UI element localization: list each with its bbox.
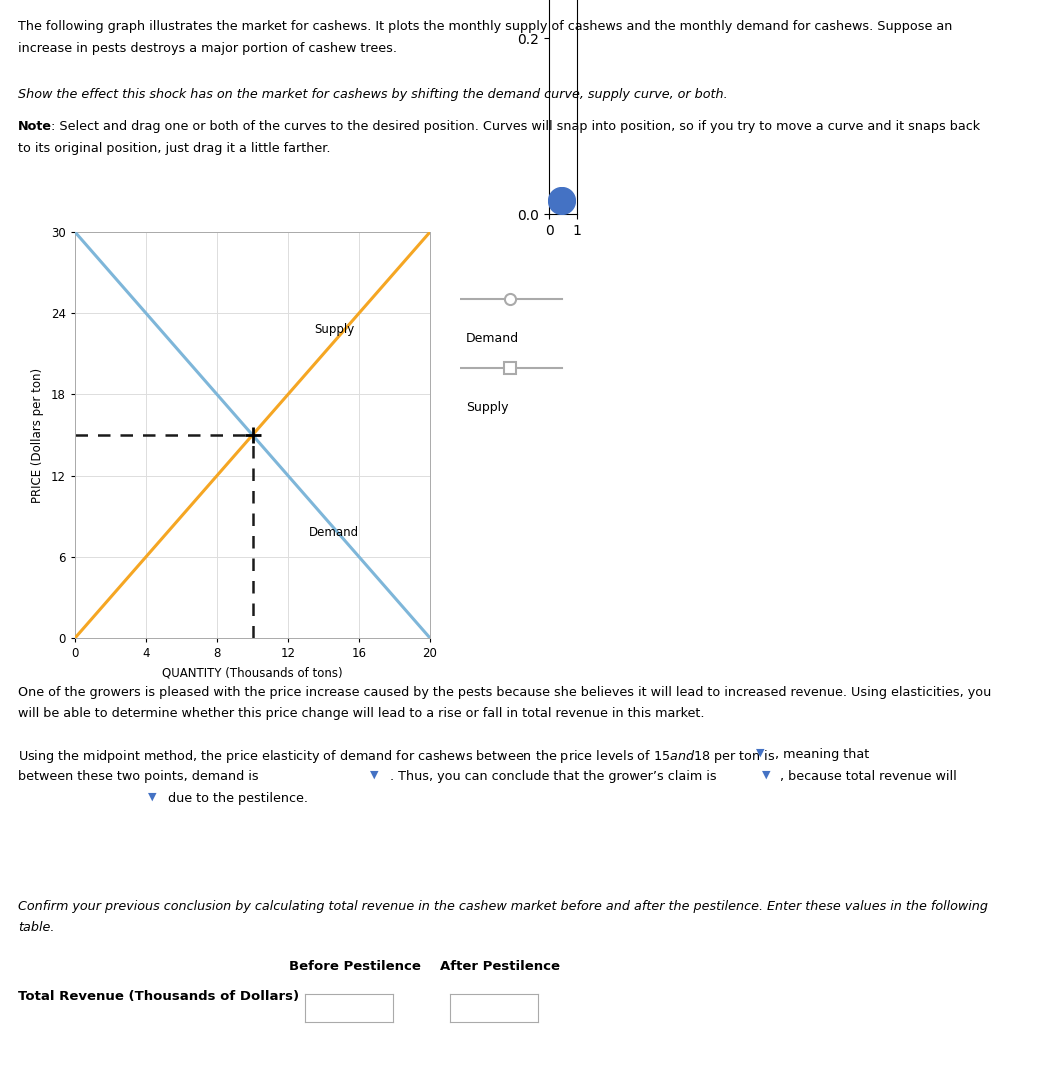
Text: Supply: Supply bbox=[315, 323, 355, 337]
Y-axis label: PRICE (Dollars per ton): PRICE (Dollars per ton) bbox=[31, 368, 44, 502]
Text: ▼: ▼ bbox=[148, 792, 156, 802]
Text: Using the midpoint method, the price elasticity of demand for cashews between th: Using the midpoint method, the price ela… bbox=[18, 748, 780, 765]
Text: will be able to determine whether this price change will lead to a rise or fall : will be able to determine whether this p… bbox=[18, 707, 704, 720]
Text: ▼: ▼ bbox=[762, 770, 771, 780]
X-axis label: QUANTITY (Thousands of tons): QUANTITY (Thousands of tons) bbox=[162, 667, 343, 680]
Text: , because total revenue will: , because total revenue will bbox=[780, 770, 957, 784]
Text: ▼: ▼ bbox=[756, 748, 764, 758]
Circle shape bbox=[548, 188, 575, 214]
Text: Demand: Demand bbox=[466, 333, 519, 345]
Text: Confirm your previous conclusion by calculating total revenue in the cashew mark: Confirm your previous conclusion by calc… bbox=[18, 900, 988, 912]
Text: Total Revenue (Thousands of Dollars): Total Revenue (Thousands of Dollars) bbox=[18, 990, 300, 1003]
Text: table.: table. bbox=[18, 921, 54, 934]
Text: to its original position, just drag it a little farther.: to its original position, just drag it a… bbox=[18, 142, 331, 155]
Text: due to the pestilence.: due to the pestilence. bbox=[168, 792, 308, 805]
Text: Supply: Supply bbox=[466, 401, 509, 415]
Text: ?: ? bbox=[557, 194, 567, 209]
Text: : Select and drag one or both of the curves to the desired position. Curves will: : Select and drag one or both of the cur… bbox=[51, 120, 980, 133]
Text: Show the effect this shock has on the market for cashews by shifting the demand : Show the effect this shock has on the ma… bbox=[18, 88, 728, 101]
Text: , meaning that: , meaning that bbox=[775, 748, 869, 761]
Text: Note: Note bbox=[18, 120, 52, 133]
Text: ▼: ▼ bbox=[370, 770, 379, 780]
Text: Before Pestilence: Before Pestilence bbox=[289, 960, 421, 973]
Text: Demand: Demand bbox=[309, 527, 360, 539]
Text: between these two points, demand is: between these two points, demand is bbox=[18, 770, 266, 784]
Text: increase in pests destroys a major portion of cashew trees.: increase in pests destroys a major porti… bbox=[18, 42, 397, 55]
Text: . Thus, you can conclude that the grower’s claim is: . Thus, you can conclude that the grower… bbox=[390, 770, 725, 784]
Text: The following graph illustrates the market for cashews. It plots the monthly sup: The following graph illustrates the mark… bbox=[18, 20, 953, 33]
Text: After Pestilence: After Pestilence bbox=[440, 960, 560, 973]
Text: One of the growers is pleased with the price increase caused by the pests becaus: One of the growers is pleased with the p… bbox=[18, 687, 991, 699]
